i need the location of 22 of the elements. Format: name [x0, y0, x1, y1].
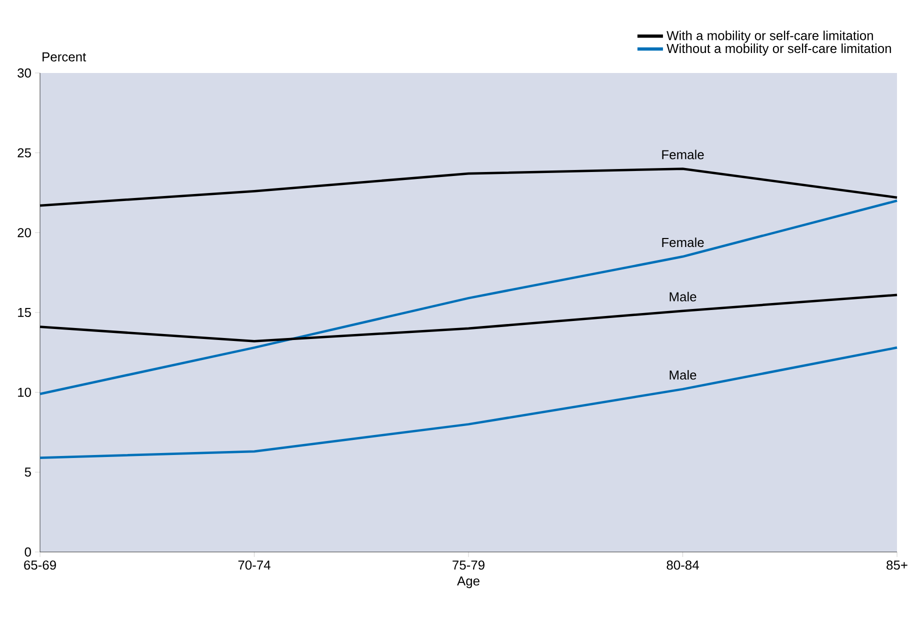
legend-label: Without a mobility or self-care limitation	[666, 44, 891, 56]
y-tick-label: 10	[18, 388, 31, 397]
x-tick-label: 70-74	[238, 560, 270, 570]
y-tick-label: 25	[18, 148, 31, 158]
legend-label: With a mobility or self-care limitation	[666, 30, 873, 43]
y-axis-title: Percent	[42, 52, 86, 62]
x-tick-label: 75-79	[452, 560, 484, 570]
x-tick-label: 65-69	[24, 560, 56, 570]
x-tick-label: 85+	[886, 560, 908, 570]
annotation: Female	[662, 150, 704, 160]
y-tick-label: 15	[18, 308, 31, 317]
y-tick-label: 20	[18, 228, 31, 238]
annotation: Male	[670, 292, 696, 302]
annotation: Male	[670, 370, 696, 380]
annotation: Female	[662, 238, 704, 248]
y-tick-label: 0	[24, 547, 31, 557]
y-tick-label: 5	[24, 468, 31, 477]
x-axis-title: Age	[457, 576, 480, 588]
line-series	[38, 200, 898, 396]
line-series	[38, 346, 898, 459]
x-tick-label: 80-84	[666, 560, 699, 570]
y-tick-label: 30	[18, 68, 31, 78]
